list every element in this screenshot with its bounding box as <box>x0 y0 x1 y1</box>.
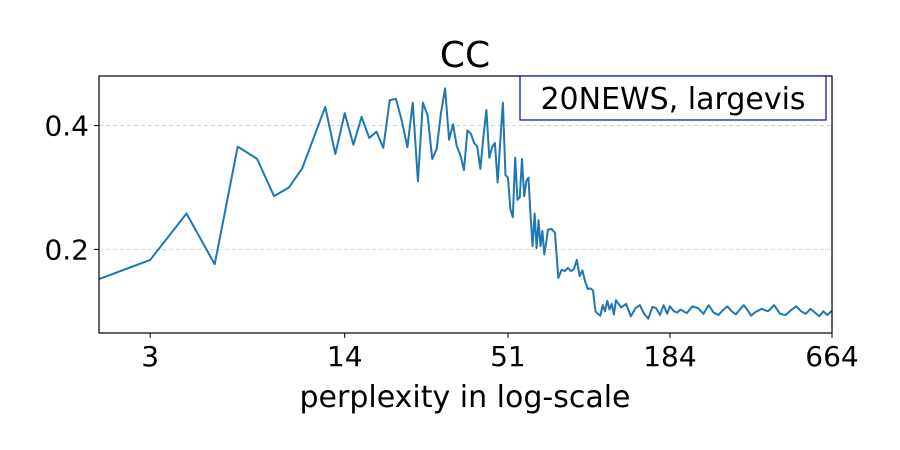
legend-box: 20NEWS, largevis <box>519 75 827 121</box>
grid-layer <box>99 125 832 250</box>
legend-text: 20NEWS, largevis <box>540 82 805 117</box>
x-tick-label-0: 3 <box>141 340 159 373</box>
series-layer <box>98 87 833 320</box>
x-tick-label-3: 184 <box>643 340 696 373</box>
legend-border <box>519 75 827 121</box>
y-ticks: 0.2 0.4 <box>44 110 99 266</box>
x-tick-label-4: 664 <box>805 340 858 373</box>
y-tick-label-0: 0.2 <box>44 233 89 266</box>
x-axis-label: perplexity in log-scale <box>299 380 630 415</box>
plot-frame <box>98 75 833 334</box>
series-line-0 <box>98 87 833 320</box>
y-tick-label-1: 0.4 <box>44 110 89 143</box>
x-tick-label-2: 51 <box>490 340 526 373</box>
chart-title: CC <box>440 35 490 76</box>
x-ticks: 3 14 51 184 664 <box>141 333 859 373</box>
x-tick-label-1: 14 <box>327 340 363 373</box>
